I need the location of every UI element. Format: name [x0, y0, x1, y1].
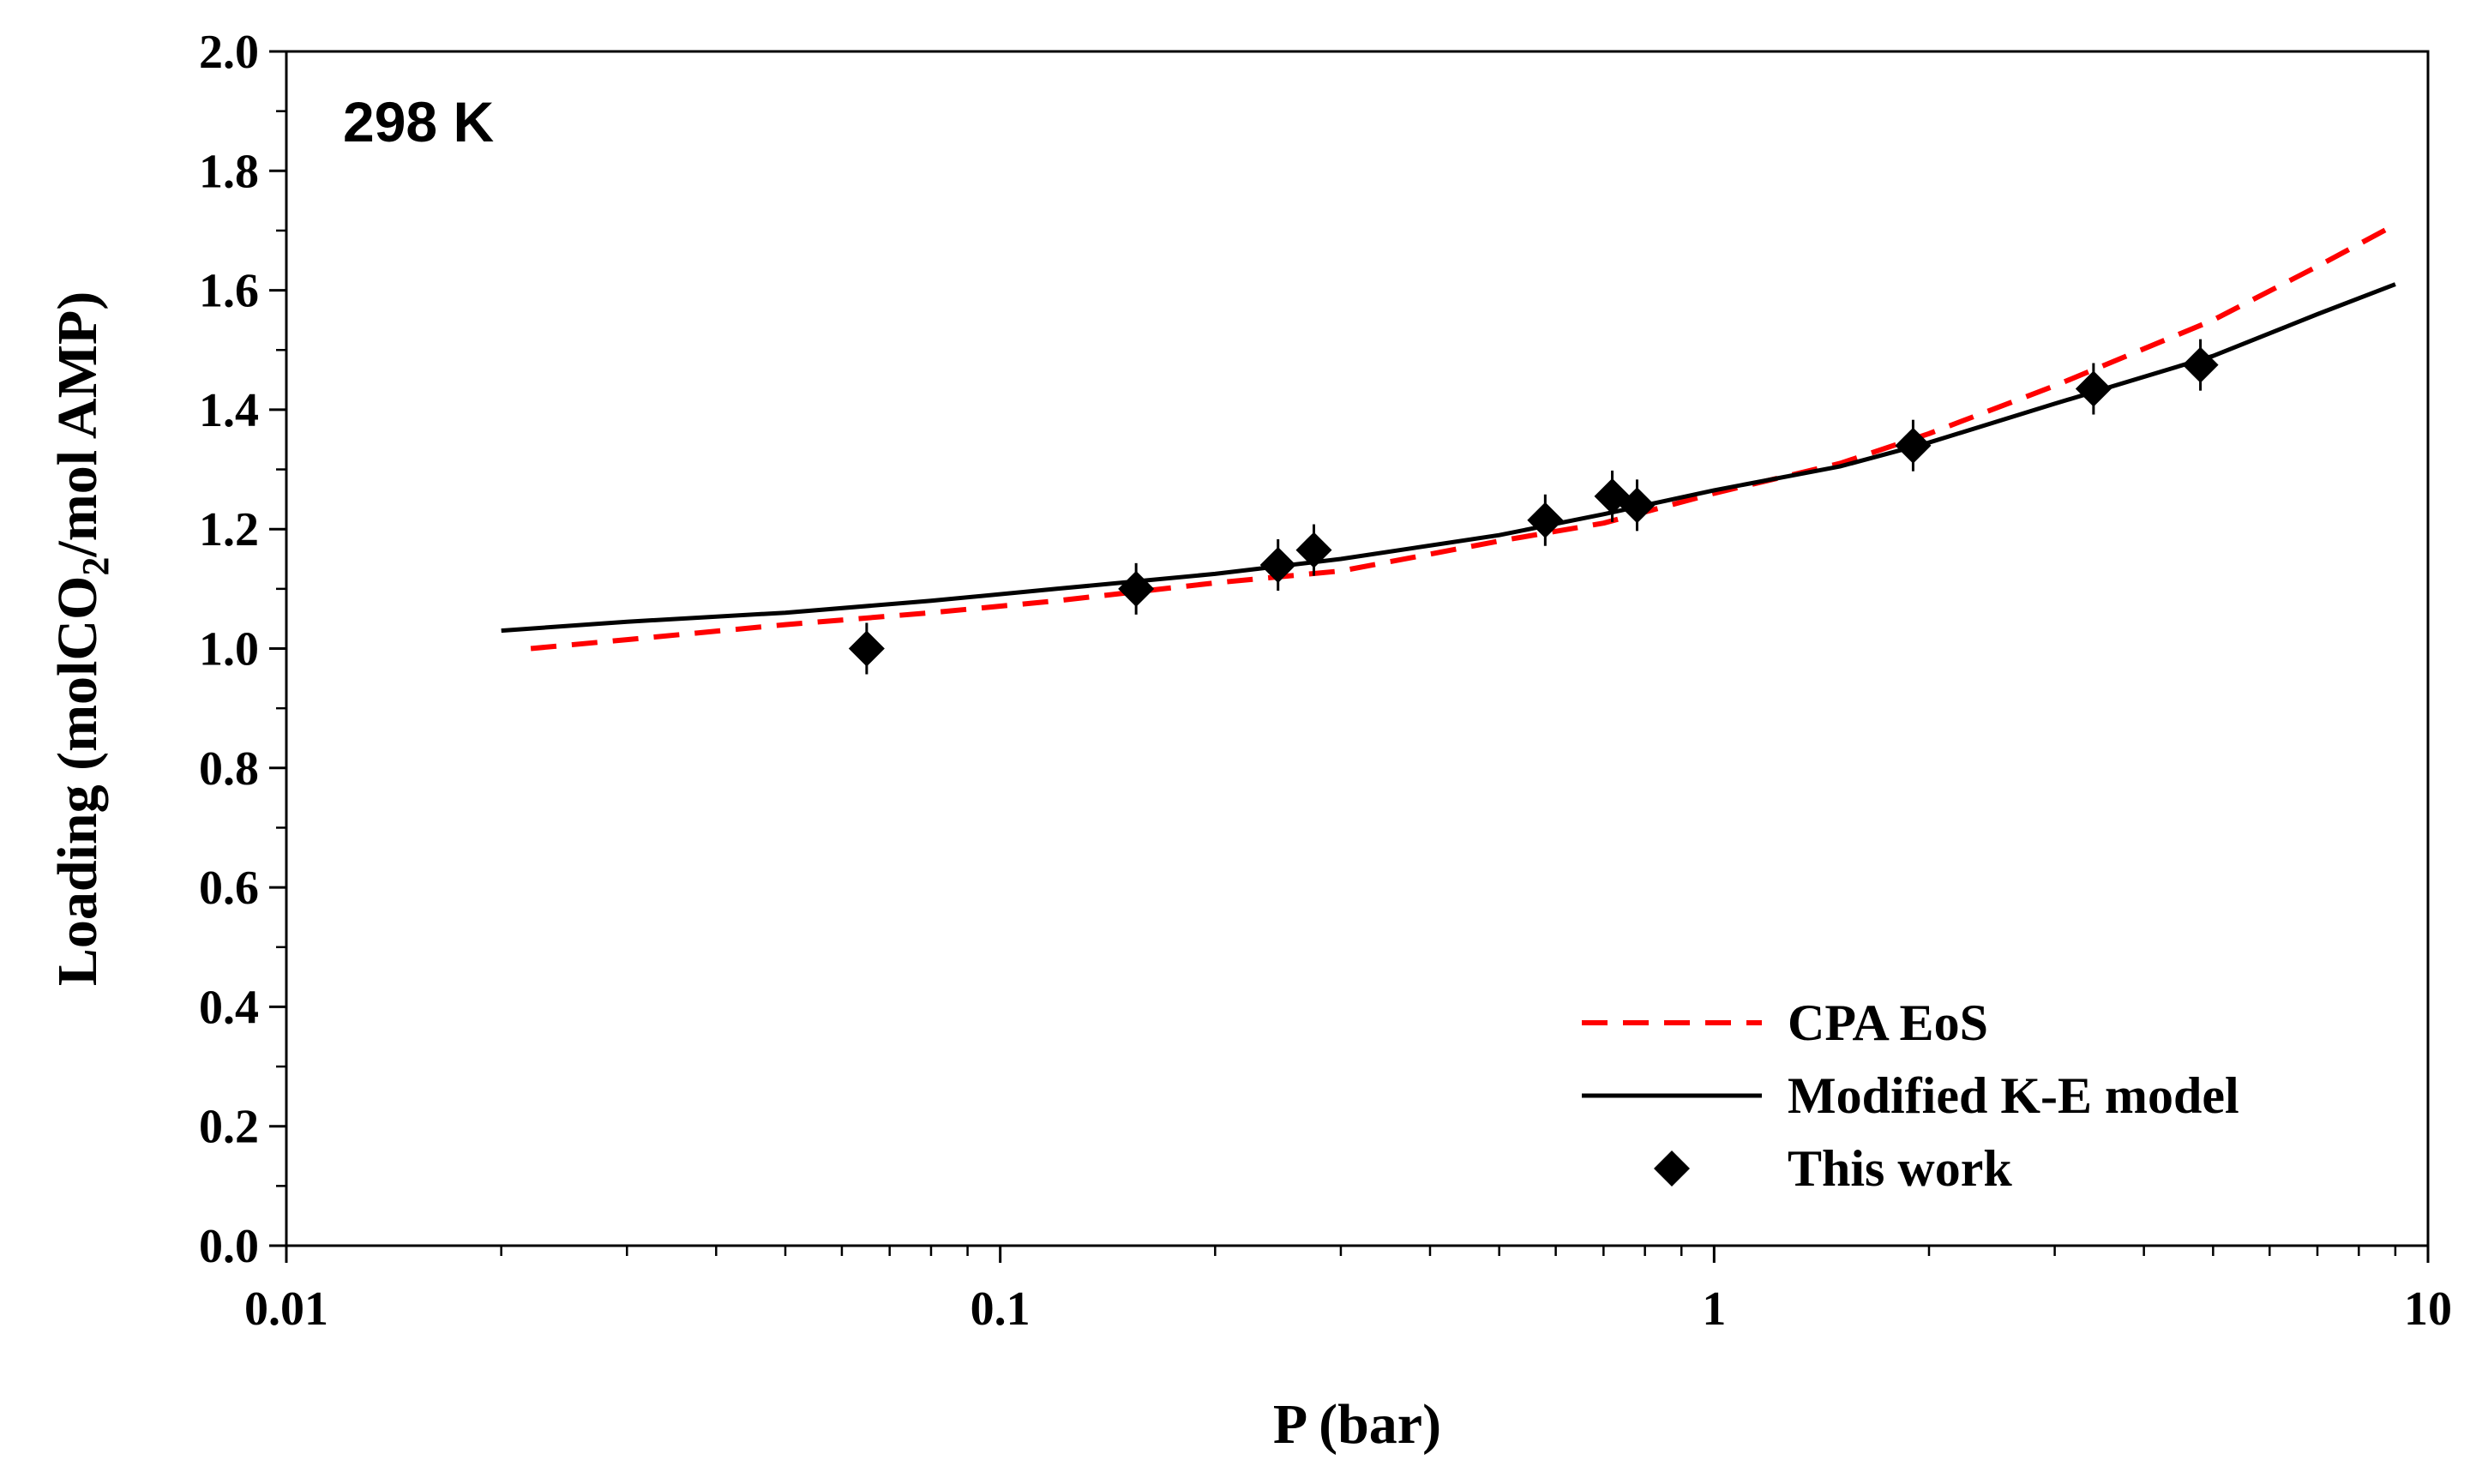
x-tick-label: 0.1 — [971, 1283, 1031, 1336]
x-tick-label: 10 — [2404, 1283, 2452, 1336]
axes: 0.01 0.1 1 10 0.0 0.2 0.4 0.6 0.8 1.0 1.2 1.4 1.6 1.8… — [199, 26, 2452, 1336]
x-axis-title: P (bar) — [1273, 1393, 1441, 1456]
y-tick-label: 0.0 — [199, 1220, 259, 1273]
y-axis-title-prefix: Loading (molCO — [46, 576, 109, 987]
y-tick-label: 2.0 — [199, 26, 259, 79]
labels: 298 K P (bar) Loading (molCO2/mol AMP) — [46, 90, 1441, 1456]
cpa-eos-line — [530, 222, 2397, 652]
y-axis-title-suffix: /mol AMP) — [46, 291, 109, 558]
data-point — [2182, 346, 2219, 383]
data-point — [1118, 570, 1155, 607]
y-tick-label: 1.0 — [199, 623, 259, 676]
legend-swatch-this-work — [1654, 1151, 1690, 1187]
modified-ke-model-line — [501, 282, 2396, 634]
data-point — [2075, 370, 2112, 407]
legend-label-modified-ke-model: Modified K-E model — [1788, 1067, 2239, 1124]
series-layer — [501, 222, 2397, 675]
y-tick-label: 1.8 — [199, 145, 259, 198]
y-tick-label: 0.8 — [199, 742, 259, 796]
legend: CPA EoS Modified K-E model This work — [1582, 994, 2239, 1197]
data-point — [848, 630, 885, 667]
legend-label-this-work: This work — [1788, 1140, 2012, 1197]
x-tick-label: 0.01 — [244, 1283, 328, 1336]
temperature-annotation: 298 K — [343, 90, 494, 153]
y-tick-label: 0.6 — [199, 862, 259, 915]
y-axis-title: Loading (molCO2/mol AMP) — [46, 291, 117, 986]
x-tick-label: 1 — [1702, 1283, 1726, 1336]
data-point — [1295, 532, 1332, 568]
y-tick-label: 1.4 — [199, 384, 259, 437]
data-point — [1895, 427, 1932, 464]
y-tick-label: 0.2 — [199, 1101, 259, 1154]
data-point — [1259, 546, 1296, 583]
y-tick-label: 0.4 — [199, 981, 259, 1034]
data-point — [1527, 502, 1564, 538]
legend-label-cpa-eos: CPA EoS — [1788, 994, 1988, 1051]
data-point — [1619, 487, 1656, 524]
y-tick-label: 1.2 — [199, 503, 259, 556]
y-tick-label: 1.6 — [199, 265, 259, 318]
y-axis-title-subscript: 2 — [75, 557, 117, 576]
